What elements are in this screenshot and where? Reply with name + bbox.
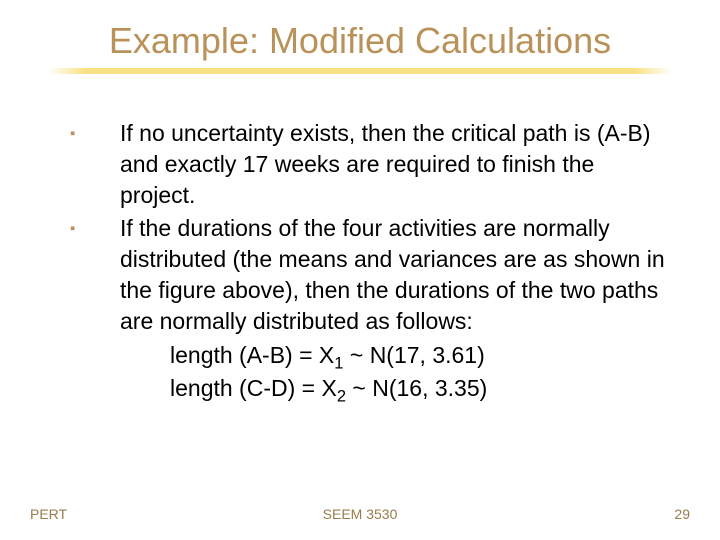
footer-center: SEEM 3530 [0,506,720,522]
title-underline [48,68,672,74]
bullet-item: ▪ If the durations of the four activitie… [70,213,670,337]
bullet-text: If no uncertainty exists, then the criti… [120,118,670,211]
slide-title: Example: Modified Calculations [0,20,720,62]
formula-block: length (A-B) = X1 ~ N(17, 3.61) length (… [170,339,670,403]
bullet-marker-icon: ▪ [70,118,120,144]
bullet-text: If the durations of the four activities … [120,213,670,337]
formula-2-post: ~ N(16, 3.35) [346,375,487,401]
formula-1-post: ~ N(17, 3.61) [343,342,484,368]
formula-1-pre: length (A-B) = X [170,342,334,368]
formula-line-2: length (C-D) = X2 ~ N(16, 3.35) [170,372,670,404]
formula-line-1: length (A-B) = X1 ~ N(17, 3.61) [170,339,670,371]
footer-page-number: 29 [674,506,690,522]
formula-2-pre: length (C-D) = X [170,375,337,401]
slide: Example: Modified Calculations ▪ If no u… [0,0,720,540]
bullet-item: ▪ If no uncertainty exists, then the cri… [70,118,670,211]
bullet-marker-icon: ▪ [70,213,120,239]
formula-2-subscript: 2 [337,386,346,405]
body-content: ▪ If no uncertainty exists, then the cri… [70,118,670,404]
